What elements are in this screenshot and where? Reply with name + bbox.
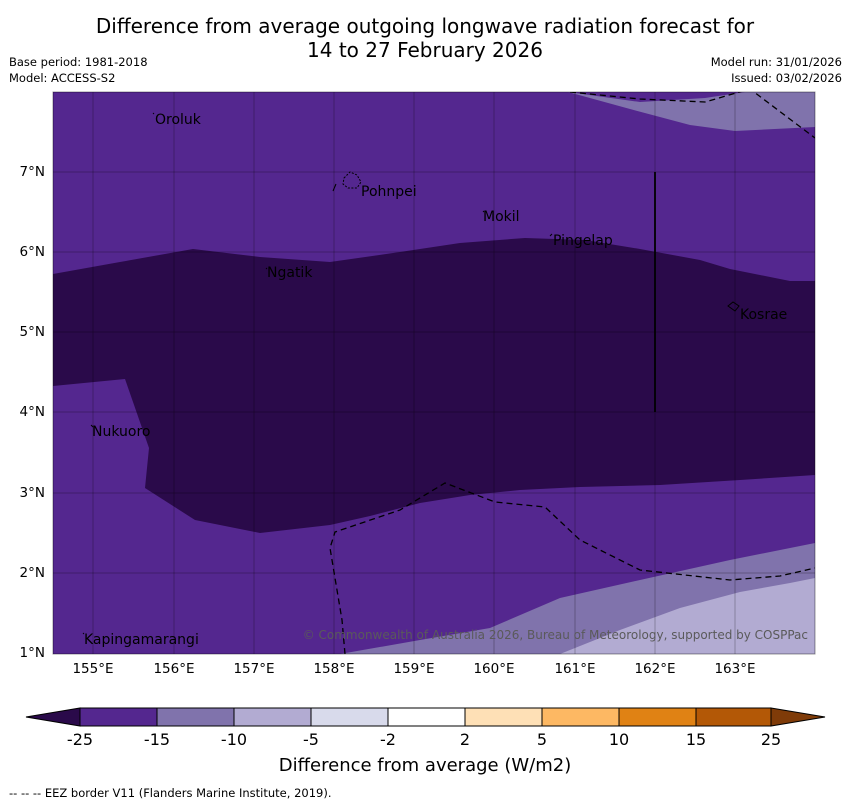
place-ngatik: Ngatik (267, 265, 313, 281)
lon-label-156: 156°E (153, 661, 195, 677)
pohnpei-reef (332, 183, 337, 192)
eez-border (329, 92, 815, 654)
nukuoro-dot (90, 424, 94, 428)
colorbar-label: Difference from average (W/m2) (278, 755, 572, 776)
title-line-2: 14 to 27 February 2026 (307, 38, 543, 62)
lat-label-5: 5°N (19, 324, 45, 340)
issued-label: Issued: 03/02/2026 (731, 71, 842, 85)
island-outlines (82, 112, 740, 635)
colorbar-tick-10: 25 (760, 730, 782, 749)
mokil-dot (482, 210, 485, 213)
colorbar-bin-9 (695, 707, 772, 727)
colorbar-bin-6 (464, 707, 543, 727)
oroluk-dot (152, 112, 155, 115)
lon-label-160: 160°E (473, 661, 515, 677)
colorbar-tick-4: -5 (303, 730, 319, 749)
lon-label-155: 155°E (72, 661, 114, 677)
colorbar-tick-3: -10 (220, 730, 248, 749)
colorbar-bin-3 (233, 707, 312, 727)
plot-frame (52, 91, 816, 655)
model-label: Model: ACCESS-S2 (9, 71, 116, 85)
eez-legend-note: -- -- -- EEZ border V11 (Flanders Marine… (9, 786, 332, 800)
plot-area (53, 92, 815, 654)
colorbar-extend-low (25, 707, 81, 727)
lon-label-163: 163°E (714, 661, 756, 677)
lat-label-7: 7°N (19, 164, 45, 180)
colorbar-bin-2 (156, 707, 235, 727)
colorbar-tick-2: -15 (143, 730, 171, 749)
lon-label-161: 161°E (554, 661, 596, 677)
place-kapingamarangi: Kapingamarangi (84, 632, 199, 648)
kosrae-outline (727, 301, 740, 312)
lat-label-3: 3°N (19, 485, 45, 501)
colorbar-bin-1 (79, 707, 158, 727)
place-nukuoro: Nukuoro (92, 424, 151, 440)
base-period-label: Base period: 1981-2018 (9, 55, 148, 69)
anomaly-band-minus5-bottom (560, 578, 815, 654)
lat-label-4: 4°N (19, 404, 45, 420)
copyright-notice: © Commonwealth of Australia 2026, Bureau… (302, 628, 808, 642)
anomaly-band-minus10-top (568, 92, 815, 131)
place-pohnpei: Pohnpei (361, 184, 417, 200)
colorbar-bin-5 (387, 707, 466, 727)
colorbar-tick-8: 10 (608, 730, 630, 749)
graticule (53, 92, 815, 654)
map-title: Difference from average outgoing longwav… (0, 14, 850, 62)
place-oroluk: Oroluk (155, 112, 201, 128)
colorbar-tick-7: 5 (536, 730, 548, 749)
colorbar-bin-4 (310, 707, 389, 727)
colorbar-tick-1: -25 (66, 730, 94, 749)
colorbar-extend-high (770, 707, 826, 727)
title-line-1: Difference from average outgoing longwav… (95, 14, 755, 38)
kapingamarangi-dot (82, 632, 85, 635)
lat-label-1: 1°N (19, 645, 45, 661)
anomaly-band-below-minus25 (53, 238, 815, 533)
place-pingelap: Pingelap (553, 233, 613, 249)
colorbar-bin-8 (618, 707, 697, 727)
lat-label-6: 6°N (19, 244, 45, 260)
pohnpei-outline (342, 171, 362, 189)
place-mokil: Mokil (483, 209, 520, 225)
pingelap-dot (549, 233, 553, 237)
colorbar-tick-6: 2 (459, 730, 471, 749)
ngatik-dot (265, 267, 268, 270)
colorbar-tick-9: 15 (685, 730, 707, 749)
place-kosrae: Kosrae (740, 307, 788, 323)
lat-label-2: 2°N (19, 565, 45, 581)
colorbar-tick-5: -2 (380, 730, 396, 749)
lon-label-157: 157°E (233, 661, 275, 677)
lon-label-158: 158°E (313, 661, 355, 677)
colorbar-bin-7 (541, 707, 620, 727)
model-run-label: Model run: 31/01/2026 (710, 55, 842, 69)
colorbar (25, 707, 826, 727)
lon-label-159: 159°E (393, 661, 435, 677)
lon-label-162: 162°E (634, 661, 676, 677)
